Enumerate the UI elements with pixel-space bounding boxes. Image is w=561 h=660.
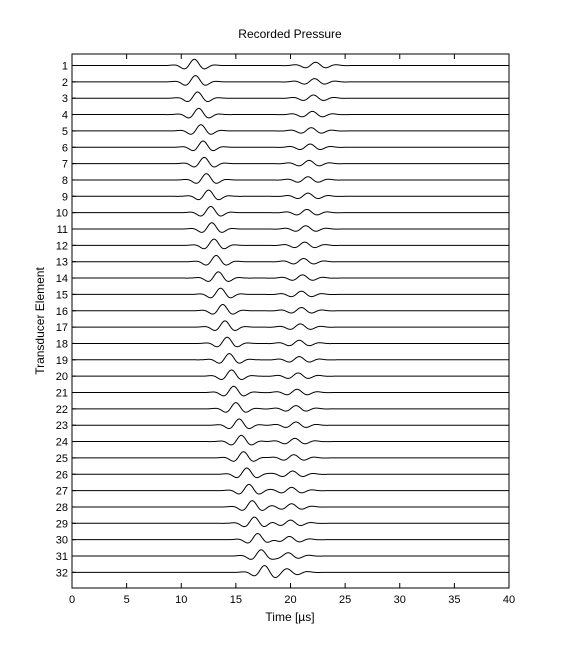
y-tick-label: 13 — [56, 257, 68, 269]
x-tick-label: 25 — [339, 594, 351, 606]
y-tick-label: 4 — [62, 110, 68, 122]
y-tick-label: 2 — [62, 77, 68, 89]
trace-line — [72, 336, 509, 348]
trace-group — [72, 58, 509, 578]
y-tick-labels: 1234567891011121314151617181920212223242… — [56, 61, 76, 579]
trace-line — [72, 189, 509, 201]
trace-line — [72, 451, 509, 462]
trace-line — [72, 320, 509, 331]
trace-line — [72, 565, 509, 578]
x-tick-label: 40 — [503, 594, 515, 606]
y-tick-label: 27 — [56, 486, 68, 498]
y-tick-label: 20 — [56, 371, 68, 383]
trace-line — [72, 549, 509, 560]
y-tick-label: 26 — [56, 469, 68, 481]
y-tick-label: 30 — [56, 535, 68, 547]
y-tick-label: 25 — [56, 453, 68, 465]
y-tick-label: 28 — [56, 502, 68, 514]
y-tick-label: 18 — [56, 338, 68, 350]
trace-line — [72, 222, 509, 233]
y-tick-label: 29 — [56, 518, 68, 530]
y-tick-label: 6 — [62, 142, 68, 154]
x-tick-label: 20 — [284, 594, 296, 606]
trace-line — [72, 238, 509, 250]
x-tick-label: 15 — [230, 594, 242, 606]
y-tick-label: 11 — [57, 224, 68, 236]
y-tick-label: 17 — [56, 322, 68, 334]
trace-line — [72, 483, 509, 495]
trace-line — [72, 107, 509, 119]
y-axis-label: Transducer Element — [33, 267, 47, 375]
trace-line — [72, 467, 509, 479]
y-tick-label: 24 — [56, 437, 68, 449]
x-axis-ticks: 0 5 10 15 20 25 30 35 40 — [69, 54, 515, 606]
y-tick-label: 32 — [56, 567, 68, 579]
y-tick-label: 14 — [56, 273, 68, 285]
x-tick-label: 0 — [69, 594, 75, 606]
trace-line — [72, 385, 509, 397]
trace-line — [72, 500, 509, 511]
trace-line — [72, 254, 509, 266]
trace-line — [72, 434, 509, 446]
x-tick-label: 5 — [124, 594, 130, 606]
y-tick-label: 12 — [56, 240, 68, 252]
trace-line — [72, 173, 509, 184]
y-tick-label: 22 — [56, 404, 68, 416]
trace-line — [72, 271, 509, 282]
trace-line — [72, 140, 509, 152]
y-tick-label: 21 — [56, 388, 68, 400]
x-tick-label: 30 — [394, 594, 406, 606]
trace-line — [72, 402, 509, 413]
chart-title: Recorded Pressure — [238, 27, 342, 41]
x-axis-label: Time [µs] — [265, 610, 314, 624]
y-tick-label: 9 — [62, 191, 68, 203]
y-tick-label: 3 — [62, 93, 68, 105]
trace-line — [72, 205, 509, 217]
trace-line — [72, 156, 509, 168]
trace-line — [72, 353, 509, 364]
y-tick-label: 15 — [56, 289, 68, 301]
trace-line — [72, 58, 509, 70]
trace-line — [72, 418, 509, 430]
y-tick-label: 10 — [56, 208, 68, 220]
trace-line — [72, 91, 509, 103]
y-tick-label: 1 — [62, 61, 68, 73]
trace-line — [72, 369, 509, 380]
y-tick-label: 31 — [56, 551, 68, 563]
trace-line — [72, 516, 509, 528]
trace-line — [72, 124, 509, 135]
y-tick-label: 19 — [56, 355, 68, 367]
trace-line — [72, 533, 509, 544]
trace-line — [72, 287, 509, 299]
x-tick-label: 10 — [175, 594, 187, 606]
y-tick-label: 7 — [62, 159, 68, 171]
x-tick-label: 35 — [448, 594, 460, 606]
y-tick-label: 8 — [62, 175, 68, 187]
y-tick-label: 16 — [56, 306, 68, 318]
y-tick-label: 5 — [62, 126, 68, 138]
plot-area — [71, 53, 510, 589]
trace-line — [72, 304, 509, 315]
trace-line — [72, 75, 509, 86]
y-tick-label: 23 — [56, 420, 68, 432]
